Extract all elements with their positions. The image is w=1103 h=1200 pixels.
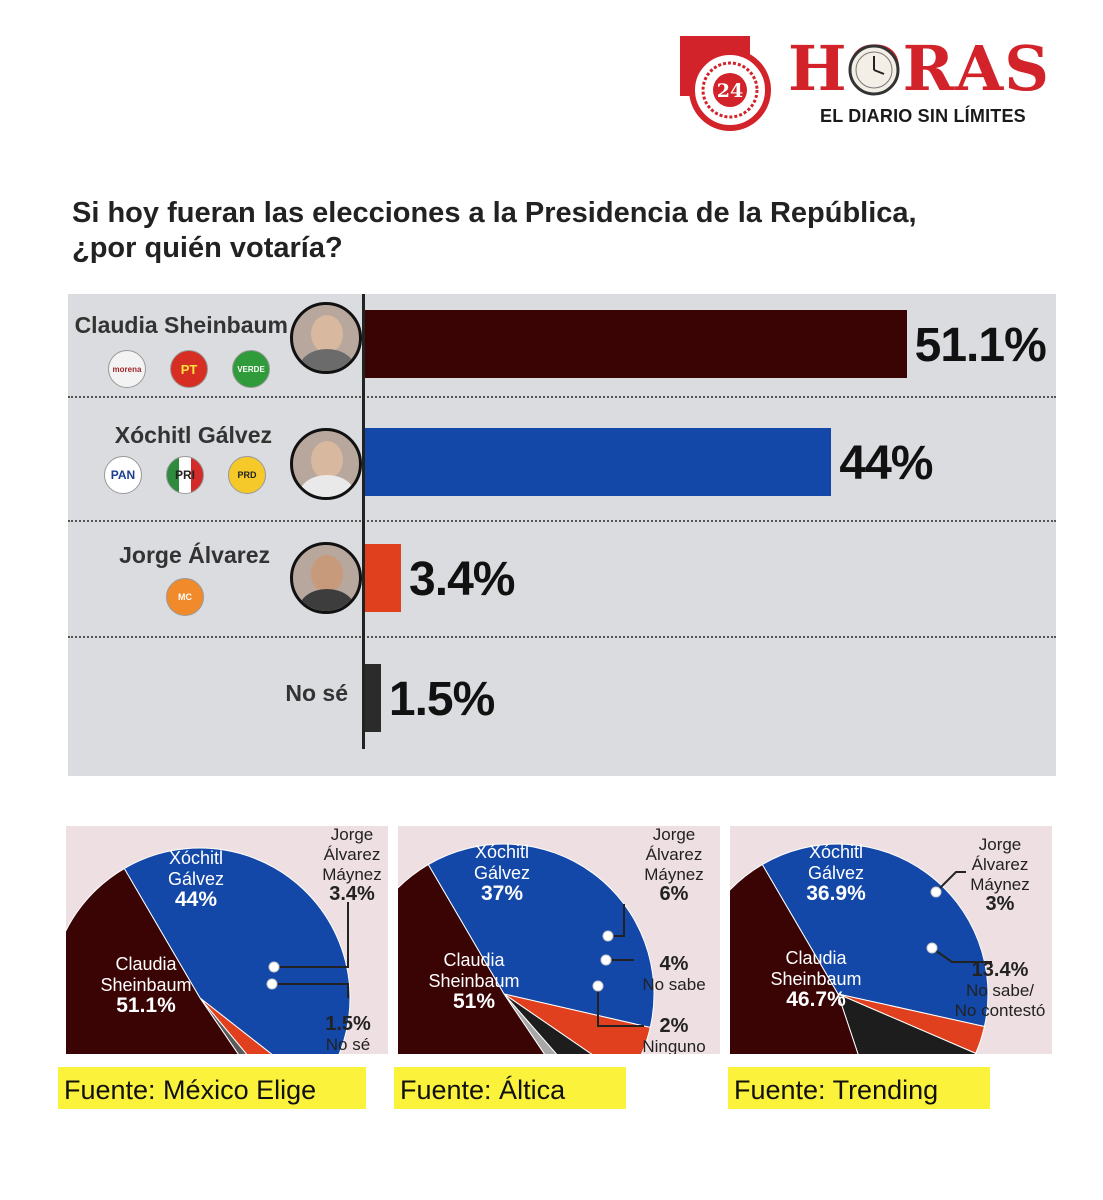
morena-logo-icon: morena xyxy=(108,350,146,388)
bar-value-label-alvarez: 3.4% xyxy=(409,553,515,606)
pie-slice-label: 13.4% No sabe/No contestó xyxy=(955,959,1046,1020)
pie-slice-label: Xóchitl Gálvez 37% xyxy=(474,842,530,905)
candidate-name-alvarez: Jorge Álvarez xyxy=(119,542,270,568)
pan-logo-icon: PAN xyxy=(104,456,142,494)
pie-slice-label: Xóchitl Gálvez 44% xyxy=(168,848,224,911)
logo-number: 24 xyxy=(717,80,743,102)
bar-sheinbaum xyxy=(365,310,907,378)
bar-value-label-sheinbaum: 51.1% xyxy=(914,319,1047,372)
candidate-name-sheinbaum: Claudia Sheinbaum xyxy=(74,312,288,338)
row-separator xyxy=(68,520,1056,522)
pie-slice xyxy=(503,993,593,1054)
pt-logo-icon: PT xyxy=(170,350,208,388)
candidate-portrait-galvez xyxy=(290,428,362,500)
chart-title: Si hoy fueran las elecciones a la Presid… xyxy=(72,196,1032,266)
pie-leader-line xyxy=(931,947,992,963)
bar-galvez xyxy=(365,428,832,496)
source-label-trending: Fuente: Trending xyxy=(728,1067,990,1109)
pie-leader-dot xyxy=(600,954,612,966)
pie-leader-dot xyxy=(268,961,280,973)
candidate-name-nose: No sé xyxy=(285,680,348,706)
pvem-logo-icon: VERDE xyxy=(232,350,270,388)
pie-leader-dot xyxy=(926,942,938,954)
pie-slice-label: Jorge Álvarez Máynez 3% xyxy=(970,835,1030,915)
source-label-mexico-elige: Fuente: México Elige xyxy=(58,1067,366,1109)
pie-slice-label: Claudia Sheinbaum 51% xyxy=(428,950,519,1013)
pie-slice xyxy=(730,863,859,1054)
pie-slice-label: 1.5% No sé xyxy=(325,1013,371,1054)
pie-svg: Xóchitl Gálvez 36.9% Jorge Álvarez Máynez 3% 13… xyxy=(730,835,1046,1054)
pie-slice-label: Claudia Sheinbaum 46.7% xyxy=(770,948,861,1011)
pie-slice-label: 2% Ninguno xyxy=(642,1015,705,1054)
pie-slice-label: 4% No sabe xyxy=(642,953,705,994)
pri-logo-icon: PRI xyxy=(166,456,204,494)
bar-value-label-galvez: 44% xyxy=(839,437,933,490)
pie-slice-label: Claudia Sheinbaum 51.1% xyxy=(100,954,191,1017)
pie-leader-dot xyxy=(266,978,278,990)
pie-svg: Xóchitl Gálvez 37% Jorge Álvarez Máynez 6% 4% No… xyxy=(398,826,706,1054)
bar-chart-panel: Claudia Sheinbaum morena PT VERDE Xóchit… xyxy=(68,294,1056,776)
bar-nose xyxy=(365,664,381,732)
mc-logo-icon: MC xyxy=(166,578,204,616)
prd-logo-icon: PRD xyxy=(228,456,266,494)
source-label-altica: Fuente: Áltica xyxy=(394,1067,626,1109)
logo-seal-icon: 24 xyxy=(680,36,771,131)
pie-chart-altica: Xóchitl Gálvez 37% Jorge Álvarez Máynez 6% 4% No… xyxy=(398,826,720,1054)
title-line-2: ¿por quién votaría? xyxy=(72,232,343,264)
bar-alvarez xyxy=(365,544,402,612)
pie-chart-trending: Xóchitl Gálvez 36.9% Jorge Álvarez Máynez 3% 13… xyxy=(730,826,1052,1054)
pie-slice-label: Jorge Álvarez Máynez 6% xyxy=(644,826,704,905)
pie-leader-dot xyxy=(930,886,942,898)
pie-leader-line xyxy=(272,983,349,998)
candidate-name-galvez: Xóchitl Gálvez xyxy=(114,422,272,448)
pie-slice-label: Jorge Álvarez Máynez 3.4% xyxy=(322,826,382,905)
pie-slice-label: Xóchitl Gálvez 36.9% xyxy=(806,842,866,905)
pie-slice xyxy=(398,863,545,1054)
pie-chart-mexico-elige: Xóchitl Gálvez 44% Jorge Álvarez Máynez 3.4% 1.… xyxy=(66,826,388,1054)
pie-svg: Xóchitl Gálvez 44% Jorge Álvarez Máynez 3.4% 1.… xyxy=(66,826,382,1054)
pie-leader-dot xyxy=(592,980,604,992)
candidate-portrait-alvarez xyxy=(290,542,362,614)
pie-leader-line xyxy=(274,902,349,968)
row-separator xyxy=(68,396,1056,398)
pie-leader-line xyxy=(935,871,966,893)
pie-leader-dot xyxy=(602,930,614,942)
pie-slice xyxy=(503,993,651,1054)
pie-leader-line xyxy=(597,986,644,1027)
bar-value-label-nose: 1.5% xyxy=(388,673,495,726)
row-separator xyxy=(68,636,1056,638)
pie-slice xyxy=(837,993,977,1054)
pie-slice xyxy=(66,867,239,1054)
title-line-1: Si hoy fueran las elecciones a la Presid… xyxy=(72,197,917,229)
pie-slice xyxy=(199,997,273,1054)
pie-slice xyxy=(123,847,351,1054)
bar-axis-line xyxy=(362,294,365,749)
newspaper-logo: 24 HORAS EL DIARIO SIN LÍMITES xyxy=(680,36,1060,136)
clock-icon xyxy=(848,44,900,96)
logo-tagline: EL DIARIO SIN LÍMITES xyxy=(820,106,1026,126)
logo-wordmark: HORAS xyxy=(788,32,1050,105)
candidate-portrait-sheinbaum xyxy=(290,302,362,374)
